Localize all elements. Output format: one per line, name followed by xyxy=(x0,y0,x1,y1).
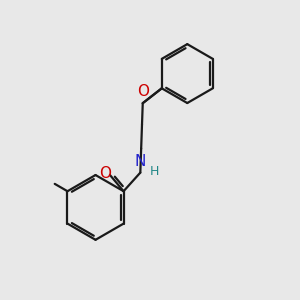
Text: N: N xyxy=(135,154,146,169)
Text: O: O xyxy=(99,166,111,181)
Text: O: O xyxy=(137,84,149,99)
Text: H: H xyxy=(150,165,159,178)
